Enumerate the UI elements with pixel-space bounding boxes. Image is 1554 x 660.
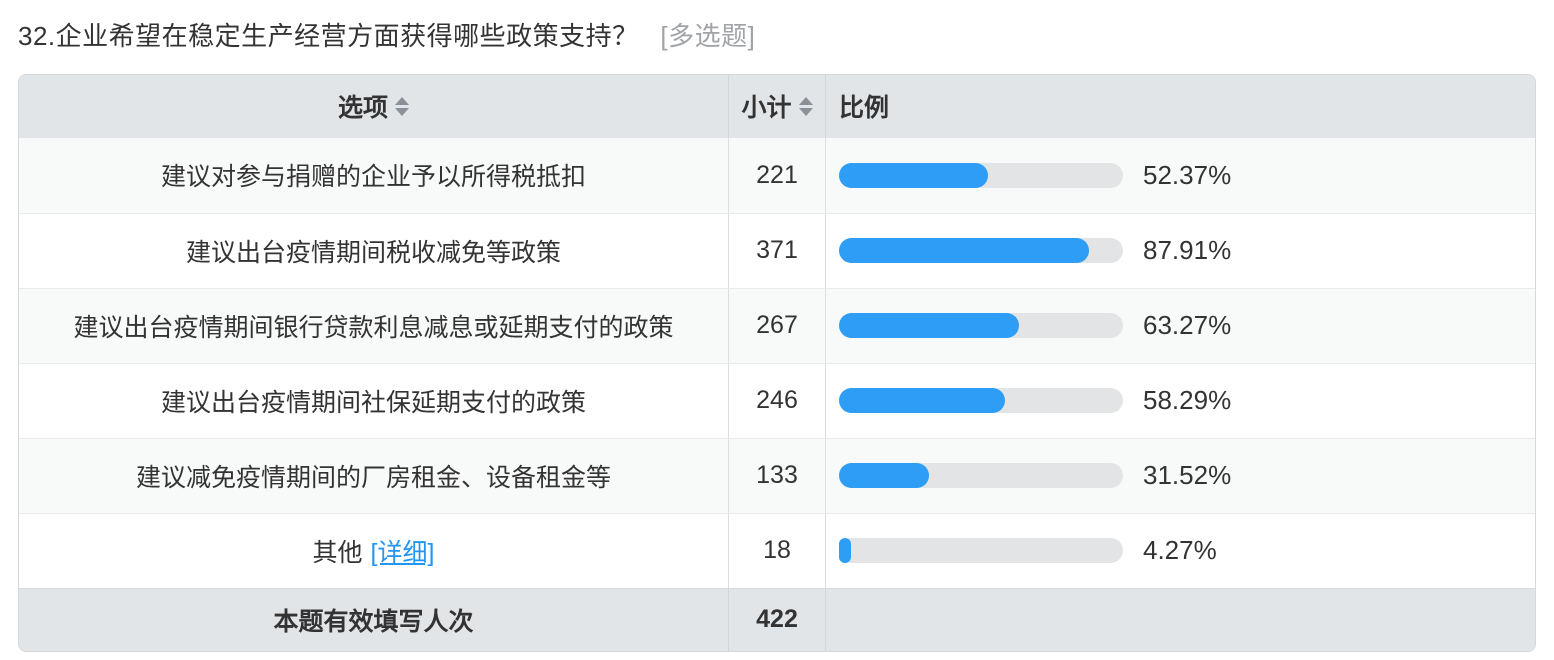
ratio-bar-fill: [839, 238, 1089, 264]
header-subtotal[interactable]: 小计: [729, 74, 826, 138]
ratio-cell: 87.91%: [826, 214, 1535, 288]
ratio-cell: 63.27%: [826, 289, 1535, 363]
option-cell: 建议出台疫情期间社保延期支付的政策: [19, 363, 729, 438]
ratio-bar-fill: [839, 162, 988, 188]
option-cell: 建议对参与捐赠的企业予以所得税抵扣: [19, 137, 729, 213]
results-table: 选项 小计 比例 建议对参与捐赠的企业予以所得税抵扣 221 52.37%: [18, 73, 1536, 652]
footer-total-cell: 422: [729, 588, 826, 651]
option-label: 建议对参与捐赠的企业予以所得税抵扣: [160, 163, 586, 192]
subtotal-value: 221: [756, 160, 798, 189]
table-body: 建议对参与捐赠的企业予以所得税抵扣 221 52.37% 建议出台疫情期间税收减…: [19, 137, 1535, 588]
percent-label: 87.91%: [1143, 235, 1232, 266]
percent-label: 31.52%: [1143, 460, 1232, 491]
table-row: 建议对参与捐赠的企业予以所得税抵扣 221 52.37%: [19, 137, 1535, 213]
footer-ratio-cell: [826, 589, 1535, 651]
header-option-label: 选项: [337, 94, 388, 123]
option-label: 建议出台疫情期间社保延期支付的政策: [160, 388, 586, 417]
ratio-bar-track: [839, 388, 1123, 414]
footer-label: 本题有效填写人次: [273, 607, 474, 636]
ratio-bar-track: [839, 162, 1123, 188]
ratio-bar-track: [839, 538, 1123, 564]
subtotal-cell: 221: [729, 137, 826, 213]
table-row: 其他 [详细] 18 4.27%: [19, 512, 1535, 588]
percent-label: 63.27%: [1143, 310, 1232, 341]
ratio-bar-track: [839, 313, 1123, 339]
ratio-bar-track: [839, 238, 1123, 264]
header-ratio: 比例: [826, 75, 1535, 138]
option-label: 建议出台疫情期间税收减免等政策: [185, 238, 561, 267]
ratio-bar-fill: [839, 388, 1005, 414]
ratio-cell: 58.29%: [826, 364, 1535, 438]
ratio-cell: 31.52%: [826, 439, 1535, 513]
subtotal-cell: 18: [729, 513, 826, 588]
option-cell: 建议出台疫情期间银行贷款利息减息或延期支付的政策: [19, 288, 729, 363]
ratio-bar-fill: [839, 313, 1019, 339]
question-type-tag: [多选题]: [660, 21, 756, 51]
table-row: 建议出台疫情期间银行贷款利息减息或延期支付的政策 267 63.27%: [19, 287, 1535, 363]
ratio-cell: 52.37%: [826, 138, 1535, 213]
header-option[interactable]: 选项: [19, 74, 729, 138]
subtotal-cell: 246: [729, 363, 826, 438]
option-label: 建议减免疫情期间的厂房租金、设备租金等: [135, 463, 611, 492]
subtotal-cell: 133: [729, 438, 826, 513]
table-header-row: 选项 小计 比例: [19, 74, 1535, 138]
option-cell: 建议减免疫情期间的厂房租金、设备租金等: [19, 438, 729, 513]
ratio-cell: 4.27%: [826, 514, 1535, 588]
header-subtotal-label: 小计: [741, 94, 792, 123]
ratio-bar-fill: [839, 463, 929, 489]
subtotal-cell: 371: [729, 213, 826, 288]
option-cell: 建议出台疫情期间税收减免等政策: [19, 213, 729, 288]
sort-up-down-icon[interactable]: [395, 96, 409, 116]
subtotal-value: 371: [756, 236, 798, 265]
footer-total-value: 422: [756, 605, 798, 634]
sort-up-down-icon[interactable]: [798, 96, 813, 116]
table-row: 建议减免疫情期间的厂房租金、设备租金等 133 31.52%: [19, 437, 1535, 513]
percent-label: 58.29%: [1143, 385, 1232, 416]
subtotal-value: 246: [756, 386, 798, 415]
question-title-text: 32.企业希望在稳定生产经营方面获得哪些政策支持？: [18, 21, 639, 51]
option-cell: 其他 [详细]: [19, 513, 729, 588]
ratio-bar-track: [839, 463, 1123, 489]
percent-label: 52.37%: [1143, 159, 1232, 190]
ratio-bar-fill: [839, 538, 852, 564]
subtotal-value: 267: [756, 311, 798, 340]
question-title: 32.企业希望在稳定生产经营方面获得哪些政策支持？ [多选题]: [18, 20, 1536, 54]
table-row: 建议出台疫情期间社保延期支付的政策 246 58.29%: [19, 362, 1535, 438]
option-label: 建议出台疫情期间银行贷款利息减息或延期支付的政策: [73, 313, 674, 342]
subtotal-cell: 267: [729, 288, 826, 363]
subtotal-value: 18: [763, 536, 791, 565]
subtotal-value: 133: [756, 461, 798, 490]
detail-link[interactable]: [详细]: [370, 538, 435, 567]
percent-label: 4.27%: [1143, 535, 1217, 566]
table-row: 建议出台疫情期间税收减免等政策 371 87.91%: [19, 212, 1535, 288]
option-label: 其他: [312, 538, 363, 567]
footer-label-cell: 本题有效填写人次: [19, 588, 729, 651]
header-ratio-label: 比例: [839, 94, 890, 123]
table-footer-row: 本题有效填写人次 422: [19, 587, 1535, 651]
